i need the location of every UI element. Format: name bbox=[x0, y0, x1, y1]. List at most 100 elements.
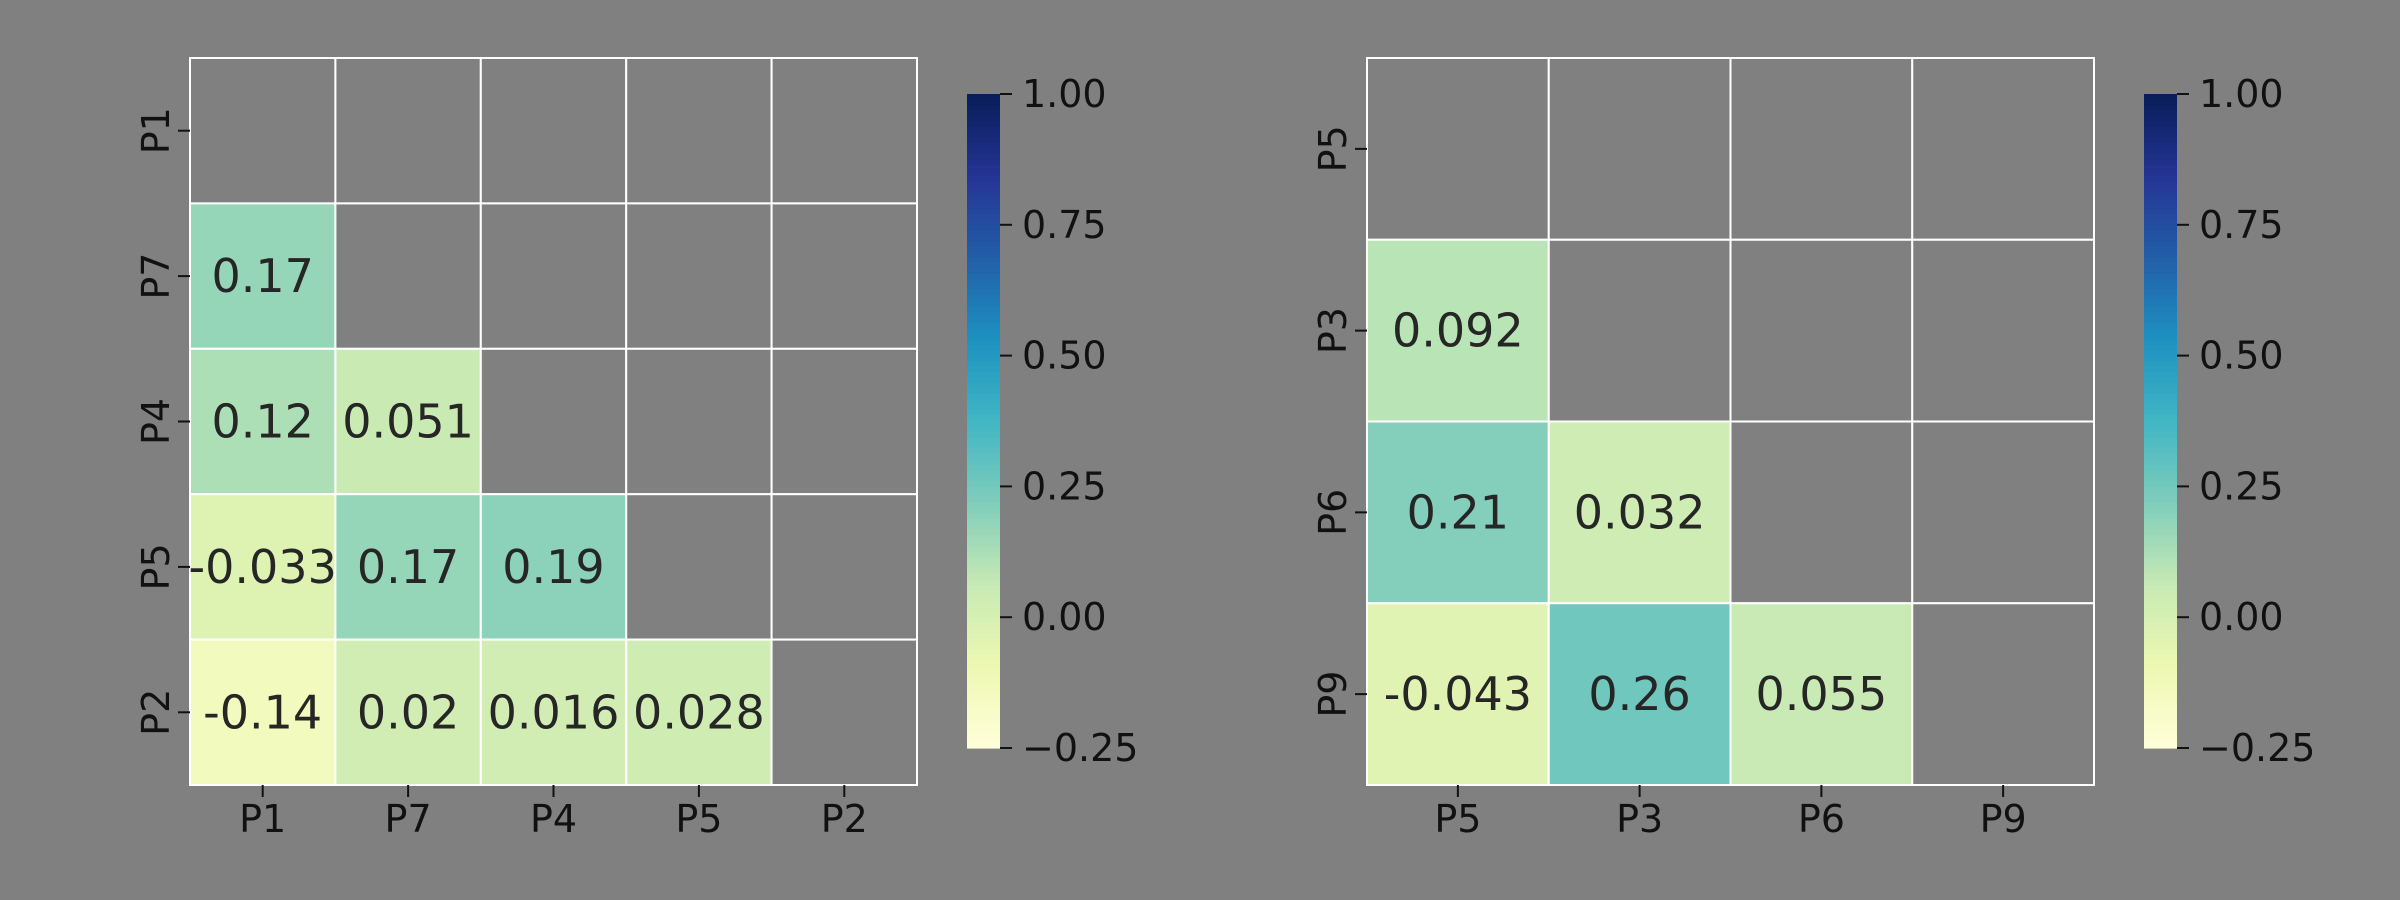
colorbar-segment bbox=[2144, 698, 2177, 705]
colorbar-segment bbox=[967, 333, 1000, 340]
colorbar-segment bbox=[2144, 731, 2177, 738]
colorbar-segment bbox=[2144, 246, 2177, 253]
colorbar-segment bbox=[967, 584, 1000, 591]
colorbar-segment bbox=[967, 437, 1000, 444]
colorbar-segment bbox=[2144, 480, 2177, 487]
heatmap-cell bbox=[1547, 602, 1732, 786]
colorbar-segment bbox=[2144, 393, 2177, 400]
colorbar-segment bbox=[967, 312, 1000, 319]
cell-value-label: 0.032 bbox=[1574, 485, 1706, 539]
cell-value-label: 0.21 bbox=[1407, 485, 1509, 539]
masked-cell bbox=[479, 57, 628, 205]
colorbar-segment bbox=[2144, 579, 2177, 586]
colorbar-segment bbox=[967, 519, 1000, 526]
y-tick-label: P5 bbox=[134, 543, 178, 590]
colorbar-segment bbox=[967, 350, 1000, 357]
colorbar-segment bbox=[967, 170, 1000, 177]
colorbar-segment bbox=[2144, 328, 2177, 335]
colorbar-segment bbox=[967, 284, 1000, 291]
colorbar-segment bbox=[967, 530, 1000, 537]
masked-cell bbox=[770, 638, 918, 786]
colorbar-segment bbox=[967, 186, 1000, 193]
colorbar-segment bbox=[967, 99, 1000, 106]
colorbar-segment bbox=[2144, 453, 2177, 460]
colorbar-segment bbox=[2144, 224, 2177, 231]
colorbar-segment bbox=[967, 230, 1000, 237]
colorbar-segment bbox=[967, 344, 1000, 351]
colorbar-segment bbox=[2144, 448, 2177, 455]
heatmap-cell bbox=[625, 638, 773, 786]
masked-cell bbox=[1729, 420, 1914, 605]
colorbar-segment bbox=[967, 143, 1000, 150]
colorbar-segment bbox=[2144, 726, 2177, 733]
colorbar-segment bbox=[2144, 568, 2177, 575]
masked-cell bbox=[770, 57, 918, 205]
colorbar-segment bbox=[967, 535, 1000, 542]
colorbar-segment bbox=[967, 268, 1000, 275]
colorbar-segment bbox=[2144, 241, 2177, 248]
x-tick-label: P9 bbox=[1980, 797, 2027, 841]
colorbar-segment bbox=[967, 540, 1000, 547]
colorbar-segment bbox=[967, 698, 1000, 705]
colorbar-segment bbox=[967, 562, 1000, 569]
colorbar-segment bbox=[967, 606, 1000, 613]
colorbar-segment bbox=[967, 666, 1000, 673]
cell-value-label: -0.033 bbox=[189, 540, 337, 594]
colorbar-segment bbox=[2144, 639, 2177, 646]
heatmap-panel-1: 0.17 0.12 0.051 -0.033 0.17 0.19 -0.14 0.02 0.01… bbox=[134, 57, 1138, 841]
colorbar-segment bbox=[967, 737, 1000, 744]
cell-value-label: 0.12 bbox=[211, 395, 313, 449]
colorbar-segment bbox=[2144, 186, 2177, 193]
colorbar-segment bbox=[967, 290, 1000, 297]
heatmap-cell bbox=[1729, 602, 1914, 786]
heatmap-cell bbox=[334, 347, 482, 496]
cell-value-label: 0.17 bbox=[211, 249, 313, 303]
masked-cell bbox=[1366, 57, 1550, 241]
colorbar-segment bbox=[967, 551, 1000, 558]
colorbar-tick-label: −0.25 bbox=[2199, 726, 2315, 770]
colorbar-segment bbox=[2144, 388, 2177, 395]
colorbar-segment bbox=[2144, 546, 2177, 553]
x-tick-label: P5 bbox=[1434, 797, 1481, 841]
colorbar-segment bbox=[2144, 322, 2177, 329]
colorbar-segment bbox=[2144, 306, 2177, 313]
colorbar-segment bbox=[2144, 660, 2177, 667]
colorbar-tick-label: 0.75 bbox=[2199, 203, 2284, 247]
colorbar-segment bbox=[967, 382, 1000, 389]
colorbar-segment bbox=[2144, 344, 2177, 351]
colorbar-segment bbox=[967, 366, 1000, 373]
colorbar-segment bbox=[2144, 355, 2177, 362]
colorbar-segment bbox=[967, 557, 1000, 564]
colorbar-segment bbox=[967, 573, 1000, 580]
colorbar-segment bbox=[2144, 595, 2177, 602]
colorbar-segment bbox=[2144, 617, 2177, 624]
colorbar-segment bbox=[2144, 230, 2177, 237]
colorbar-segment bbox=[967, 137, 1000, 144]
heatmap-cell bbox=[334, 493, 482, 641]
colorbar-segment bbox=[2144, 508, 2177, 515]
colorbar-segment bbox=[2144, 208, 2177, 215]
colorbar-segment bbox=[967, 104, 1000, 111]
colorbar-segment bbox=[2144, 709, 2177, 716]
colorbar-tick-label: 0.50 bbox=[1022, 334, 1107, 378]
colorbar-segment bbox=[967, 426, 1000, 433]
masked-cell bbox=[479, 347, 628, 496]
colorbar-segment bbox=[967, 633, 1000, 640]
colorbar-segment bbox=[967, 317, 1000, 324]
colorbar-segment bbox=[2144, 720, 2177, 727]
colorbar-segment bbox=[967, 568, 1000, 575]
colorbar-segment bbox=[967, 377, 1000, 384]
colorbar-segment bbox=[967, 203, 1000, 210]
colorbar-segment bbox=[967, 121, 1000, 128]
colorbar-segment bbox=[967, 644, 1000, 651]
colorbar-segment bbox=[2144, 213, 2177, 220]
x-tick-label: P2 bbox=[821, 797, 868, 841]
heatmap-cell bbox=[189, 202, 337, 350]
colorbar-segment bbox=[967, 415, 1000, 422]
colorbar-segment bbox=[2144, 513, 2177, 520]
y-tick-label: P9 bbox=[1311, 671, 1355, 718]
heatmap-cell bbox=[189, 347, 337, 496]
colorbar-segment bbox=[2144, 252, 2177, 259]
colorbar-segment bbox=[967, 273, 1000, 280]
